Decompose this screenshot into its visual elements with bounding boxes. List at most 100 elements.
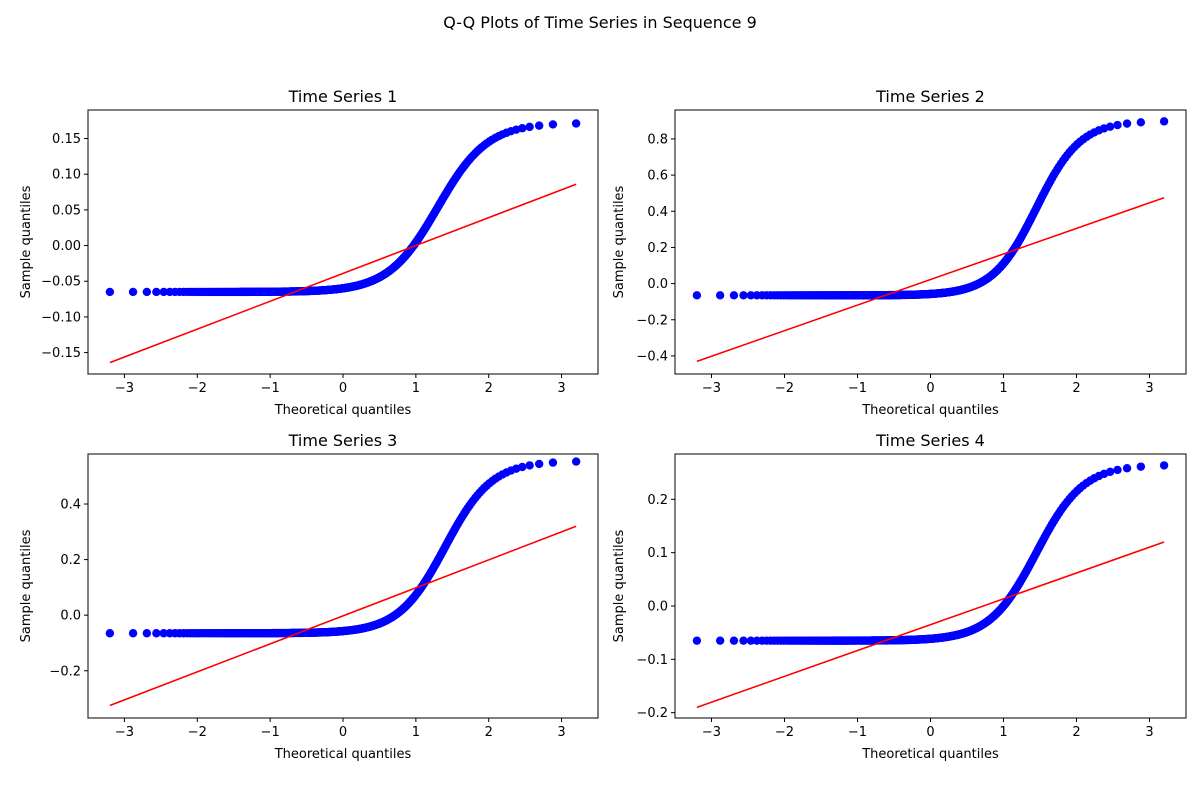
y-tick-label: 0.15 (52, 132, 81, 147)
data-point (1159, 117, 1169, 126)
axes-frame (674, 109, 1187, 375)
data-point (518, 124, 527, 133)
data-point (1105, 467, 1115, 477)
x-axis-label: Theoretical quantiles (861, 747, 999, 762)
plot-area (105, 119, 581, 364)
data-point (128, 287, 138, 297)
subplot-3: Time Series 3 −3 −2 −1 0 1 2 3 −0.2 0.0 0.2 0.4 Theo… (19, 431, 599, 762)
data-point (1105, 122, 1115, 131)
subplot-1: Time Series 1 −3 −2 −1 0 1 2 3 −0.15 −0.10 −0.05 0.… (19, 87, 599, 418)
y-tick-label: 0.4 (60, 498, 81, 513)
data-point (534, 459, 544, 469)
y-tick-label: 0.2 (647, 493, 668, 508)
y-tick-label: 0.10 (52, 168, 81, 183)
x-tick-label: 0 (926, 725, 934, 740)
reference-line (109, 183, 577, 364)
axes-frame (87, 109, 599, 375)
data-point (1113, 120, 1122, 130)
data-point (1122, 119, 1132, 128)
y-tick-label: 0.0 (647, 600, 668, 615)
figure-title: Q-Q Plots of Time Series in Sequence 9 (443, 13, 757, 32)
subplot-2: Time Series 2 −3 −2 −1 0 1 2 3 −0.4 −0.2 0.0 0.2 0.4… (612, 87, 1187, 418)
data-point (1113, 465, 1122, 475)
data-point (692, 291, 702, 300)
x-tick-label: −3 (115, 725, 134, 740)
x-tick-label: −2 (775, 725, 794, 740)
x-tick-label: 2 (485, 381, 493, 396)
data-point (1122, 464, 1132, 473)
y-axis-label: Sample quantiles (612, 529, 627, 642)
data-point (1159, 461, 1169, 470)
y-tick-label: −0.2 (49, 664, 81, 679)
x-tick-label: 0 (926, 381, 934, 396)
data-point (729, 291, 739, 300)
x-tick-label: −3 (702, 725, 721, 740)
plot-area (692, 461, 1169, 709)
data-point (159, 629, 168, 638)
data-point (715, 636, 725, 645)
subplot-title: Time Series 1 (288, 87, 398, 106)
x-tick-label: −3 (702, 381, 721, 396)
y-tick-label: 0.0 (60, 609, 81, 624)
y-tick-label: 0.2 (647, 241, 668, 256)
y-tick-label: −0.1 (636, 653, 668, 668)
y-tick-label: −0.2 (636, 706, 668, 721)
data-point (1136, 462, 1146, 471)
x-tick-label: 3 (1145, 725, 1153, 740)
x-axis-label: Theoretical quantiles (274, 403, 412, 418)
axes-frame (674, 453, 1187, 719)
data-point (128, 629, 138, 638)
x-axis-label: Theoretical quantiles (274, 747, 412, 762)
plot-area (692, 117, 1169, 363)
x-tick-label: −1 (848, 381, 867, 396)
y-tick-label: 0.2 (60, 553, 81, 568)
y-tick-label: −0.05 (41, 275, 81, 290)
subplot-title: Time Series 4 (875, 431, 985, 450)
data-point (152, 629, 161, 638)
x-tick-label: 0 (339, 381, 347, 396)
data-point (534, 121, 544, 130)
data-point (548, 120, 558, 129)
y-tick-label: 0.0 (647, 277, 668, 292)
subplot-title: Time Series 3 (288, 431, 398, 450)
data-point (548, 458, 558, 467)
y-tick-label: 0.05 (52, 203, 81, 218)
x-tick-label: −1 (848, 725, 867, 740)
data-point (739, 291, 748, 300)
x-tick-label: 3 (557, 725, 565, 740)
x-axis-label: Theoretical quantiles (861, 403, 999, 418)
axes-frame (87, 453, 599, 719)
reference-line (696, 541, 1165, 709)
y-axis-label: Sample quantiles (612, 185, 627, 298)
x-tick-label: 1 (999, 381, 1007, 396)
y-tick-label: −0.10 (41, 310, 81, 325)
data-point (729, 636, 739, 645)
data-point (715, 291, 725, 300)
x-tick-label: −2 (188, 725, 207, 740)
y-tick-label: −0.15 (41, 346, 81, 361)
data-point (105, 287, 115, 297)
y-tick-label: 0.1 (647, 546, 668, 561)
x-tick-label: 0 (339, 725, 347, 740)
x-tick-label: −2 (775, 381, 794, 396)
subplot-title: Time Series 2 (875, 87, 985, 106)
data-point (1136, 118, 1146, 127)
y-tick-label: 0.6 (647, 169, 668, 184)
x-tick-label: 1 (999, 725, 1007, 740)
y-tick-label: 0.4 (647, 205, 668, 220)
x-tick-label: −1 (261, 725, 280, 740)
data-point (518, 462, 527, 472)
y-axis-label: Sample quantiles (19, 529, 34, 642)
data-point (571, 119, 581, 128)
x-tick-label: 3 (1145, 381, 1153, 396)
data-point (142, 629, 152, 638)
data-point (142, 287, 152, 297)
y-tick-label: −0.4 (636, 349, 668, 364)
data-point (159, 287, 168, 297)
x-tick-label: 2 (1072, 381, 1080, 396)
x-tick-label: 2 (1072, 725, 1080, 740)
data-point (571, 457, 581, 466)
data-point (692, 636, 702, 645)
y-tick-label: 0.00 (52, 239, 81, 254)
y-axis-label: Sample quantiles (19, 185, 34, 298)
